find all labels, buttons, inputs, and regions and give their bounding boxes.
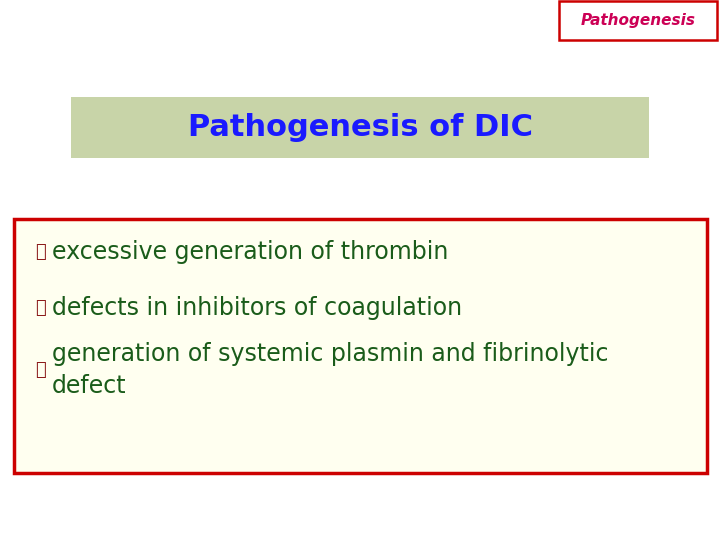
Text: excessive generation of thrombin: excessive generation of thrombin bbox=[52, 240, 449, 264]
Text: ⛹: ⛹ bbox=[35, 299, 46, 317]
FancyBboxPatch shape bbox=[71, 97, 649, 158]
Text: Pathogenesis: Pathogenesis bbox=[580, 13, 696, 28]
Text: Pathogenesis of DIC: Pathogenesis of DIC bbox=[187, 113, 533, 142]
FancyBboxPatch shape bbox=[14, 219, 706, 472]
FancyBboxPatch shape bbox=[559, 1, 716, 40]
Text: ⛹: ⛹ bbox=[35, 361, 46, 379]
Text: generation of systemic plasmin and fibrinolytic
defect: generation of systemic plasmin and fibri… bbox=[52, 342, 608, 398]
Text: ⛹: ⛹ bbox=[35, 243, 46, 261]
Text: defects in inhibitors of coagulation: defects in inhibitors of coagulation bbox=[52, 296, 462, 320]
